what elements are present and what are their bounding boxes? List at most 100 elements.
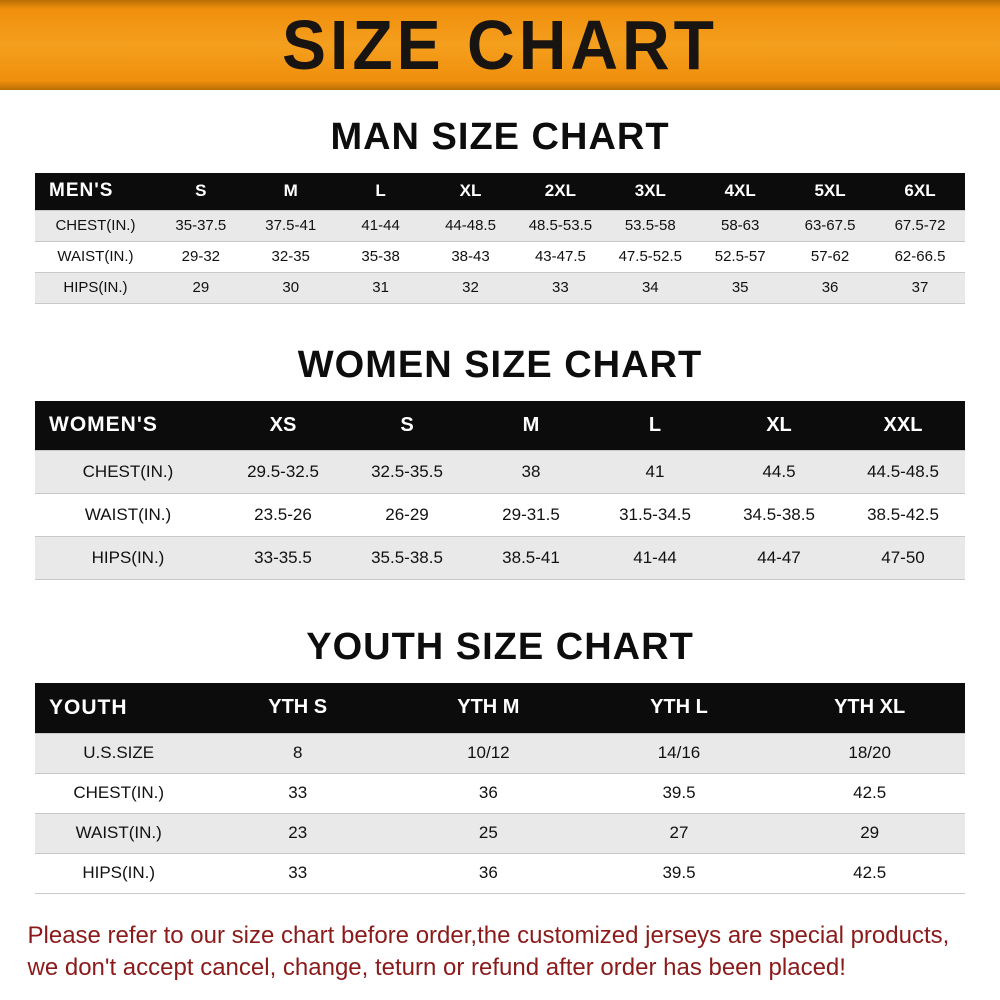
column-header: XXL: [841, 400, 965, 451]
column-header: L: [593, 400, 717, 451]
header-row: YOUTH YTH S YTH M YTH L YTH XL: [35, 683, 965, 733]
size-value: 33: [202, 772, 394, 814]
order-notice: Please refer to our size chart before or…: [28, 920, 973, 985]
size-value: 38.5-41: [469, 536, 593, 580]
size-chart-sections: MAN SIZE CHART MEN'S S M L XL 2XL 3XL 4XL 5XL 6XL C…: [0, 116, 1000, 894]
section-heading-youth: YOUTH SIZE CHART: [306, 626, 694, 668]
size-value: 29.5-32.5: [221, 450, 345, 494]
column-header: YTH XL: [774, 683, 965, 733]
size-value: 52.5-57: [695, 240, 786, 273]
size-value: 25: [393, 812, 584, 854]
column-header: 3XL: [605, 173, 696, 210]
section-heading-men: MAN SIZE CHART: [330, 116, 670, 158]
column-header: XL: [717, 400, 841, 451]
page-title: SIZE CHART: [282, 6, 718, 84]
size-value: 41: [593, 450, 717, 494]
size-section-women: WOMEN SIZE CHART WOMEN'S XS S M L XL XXL CHEST(I…: [0, 343, 1000, 580]
table-row: HIPS(IN.) 33 36 39.5 42.5: [35, 852, 965, 894]
column-header: 5XL: [785, 173, 876, 210]
size-value: 44.5-48.5: [841, 450, 965, 494]
size-value: 18/20: [774, 732, 965, 774]
size-value: 23: [202, 812, 394, 854]
row-label: WAIST(IN.): [35, 493, 221, 537]
column-header: YTH M: [393, 683, 584, 733]
row-label: CHEST(IN.): [35, 772, 203, 814]
size-value: 53.5-58: [605, 209, 696, 242]
table-row: U.S.SIZE 8 10/12 14/16 18/20: [35, 732, 965, 774]
row-label: HIPS(IN.): [35, 536, 221, 580]
size-value: 58-63: [695, 209, 786, 242]
size-value: 33: [515, 271, 606, 304]
size-section-youth: YOUTH SIZE CHART YOUTH YTH S YTH M YTH L YTH …: [0, 626, 1000, 894]
size-value: 34: [605, 271, 696, 304]
size-table-men: MEN'S S M L XL 2XL 3XL 4XL 5XL 6XL CHEST(IN.) 35-37…: [35, 173, 965, 304]
size-value: 41-44: [593, 536, 717, 580]
column-header: YTH L: [583, 683, 775, 733]
size-section-men: MAN SIZE CHART MEN'S S M L XL 2XL 3XL 4XL 5XL 6XL C…: [0, 116, 1000, 304]
column-header: YTH S: [202, 683, 394, 733]
column-header: 4XL: [695, 173, 786, 210]
size-value: 37: [875, 271, 965, 304]
size-value: 35-38: [335, 240, 426, 273]
size-value: 42.5: [774, 772, 965, 814]
size-value: 10/12: [393, 732, 584, 774]
size-value: 38-43: [425, 240, 516, 273]
size-value: 33-35.5: [221, 536, 345, 580]
notice-line: we don't accept cancel, change, teturn o…: [27, 953, 846, 981]
size-value: 57-62: [785, 240, 876, 273]
size-value: 47-50: [841, 536, 965, 580]
size-value: 27: [583, 812, 775, 854]
size-value: 31.5-34.5: [593, 493, 717, 537]
size-value: 35.5-38.5: [345, 536, 469, 580]
size-value: 39.5: [583, 772, 775, 814]
size-value: 29: [774, 812, 965, 854]
table-row: WAIST(IN.) 23 25 27 29: [35, 812, 965, 854]
size-value: 29: [155, 271, 246, 304]
table-row: CHEST(IN.) 33 36 39.5 42.5: [35, 772, 965, 814]
row-label: WAIST(IN.): [35, 240, 156, 273]
table-corner-label: WOMEN'S: [35, 400, 221, 451]
row-label: CHEST(IN.): [35, 209, 156, 242]
table-row: HIPS(IN.) 29 30 31 32 33 34 35 36 37: [35, 271, 965, 304]
size-table-youth: YOUTH YTH S YTH M YTH L YTH XL U.S.SIZE 8 10/12…: [35, 683, 965, 894]
column-header: XS: [221, 400, 345, 451]
size-value: 35-37.5: [155, 209, 246, 242]
size-value: 29-31.5: [469, 493, 593, 537]
size-value: 14/16: [583, 732, 775, 774]
column-header: 6XL: [875, 173, 965, 210]
section-heading-women: WOMEN SIZE CHART: [297, 343, 703, 386]
size-value: 36: [393, 772, 584, 814]
size-value: 29-32: [155, 240, 246, 273]
column-header: M: [245, 173, 336, 210]
size-value: 38.5-42.5: [841, 493, 965, 537]
size-value: 31: [335, 271, 426, 304]
size-value: 32-35: [245, 240, 336, 273]
table-corner-label: MEN'S: [35, 173, 156, 210]
header-row: WOMEN'S XS S M L XL XXL: [35, 400, 965, 451]
row-label: U.S.SIZE: [35, 732, 203, 774]
table-row: CHEST(IN.) 29.5-32.5 32.5-35.5 38 41 44.5 44.5…: [35, 450, 965, 494]
size-value: 33: [202, 852, 394, 894]
size-value: 23.5-26: [221, 493, 345, 537]
size-value: 44.5: [717, 450, 841, 494]
size-value: 36: [393, 852, 584, 894]
row-label: HIPS(IN.): [35, 852, 203, 894]
size-value: 37.5-41: [245, 209, 336, 242]
column-header: S: [345, 400, 469, 451]
size-value: 36: [785, 271, 876, 304]
size-value: 30: [245, 271, 336, 304]
size-value: 32.5-35.5: [345, 450, 469, 494]
size-value: 34.5-38.5: [717, 493, 841, 537]
column-header: XL: [425, 173, 516, 210]
table-row: CHEST(IN.) 35-37.5 37.5-41 41-44 44-48.5 48.5…: [35, 209, 965, 242]
row-label: CHEST(IN.): [35, 450, 221, 494]
table-corner-label: YOUTH: [35, 683, 203, 733]
size-value: 35: [695, 271, 786, 304]
notice-line: Please refer to our size chart before or…: [27, 921, 950, 949]
size-value: 44-48.5: [425, 209, 516, 242]
size-value: 8: [202, 732, 394, 774]
size-value: 26-29: [345, 493, 469, 537]
size-value: 38: [469, 450, 593, 494]
table-row: HIPS(IN.) 33-35.5 35.5-38.5 38.5-41 41-44 44-…: [35, 536, 965, 580]
